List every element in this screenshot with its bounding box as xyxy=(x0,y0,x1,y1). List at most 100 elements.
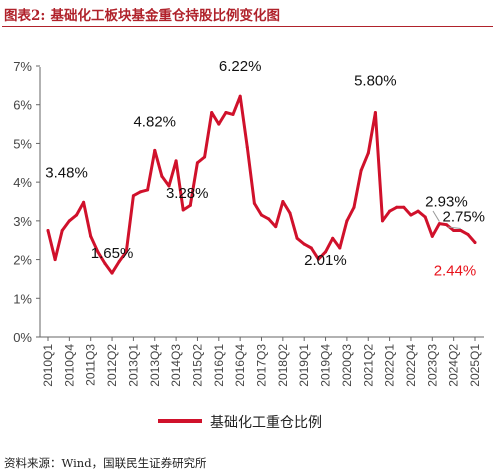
data-point xyxy=(366,151,370,155)
data-point xyxy=(445,223,449,227)
data-point xyxy=(82,200,86,204)
x-tick-label: 2013Q4 xyxy=(148,344,162,387)
data-point xyxy=(103,261,107,265)
data-point xyxy=(160,174,164,178)
y-tick-label: 0% xyxy=(13,330,32,345)
data-point xyxy=(466,232,470,236)
x-tick-label: 2016Q1 xyxy=(212,344,226,387)
x-tick-label: 2025Q1 xyxy=(468,344,482,387)
x-tick-label: 2010Q4 xyxy=(62,344,76,387)
data-point xyxy=(60,229,64,233)
data-point xyxy=(74,213,78,217)
data-point xyxy=(288,211,292,215)
y-tick-label: 2% xyxy=(13,253,32,268)
x-tick-label: 2017Q3 xyxy=(255,344,269,387)
data-point xyxy=(89,234,93,238)
data-label: 2.44% xyxy=(434,263,477,280)
data-point xyxy=(224,110,228,114)
x-tick-label: 2020Q3 xyxy=(340,344,354,387)
data-label: 4.82% xyxy=(133,113,176,130)
x-tick-label: 2014Q3 xyxy=(169,344,183,387)
data-point xyxy=(388,209,392,213)
x-tick-label: 2023Q3 xyxy=(425,344,439,387)
x-tick-label: 2024Q2 xyxy=(447,344,461,387)
data-point xyxy=(131,194,135,198)
data-point xyxy=(181,208,185,212)
leader-line xyxy=(432,210,440,222)
data-point xyxy=(402,205,406,209)
data-label: 5.80% xyxy=(354,72,397,89)
data-point xyxy=(473,241,477,245)
x-tick-label: 2010Q1 xyxy=(41,344,55,387)
data-point xyxy=(459,229,463,233)
data-point xyxy=(139,190,143,194)
data-point xyxy=(96,250,100,254)
x-tick-label: 2022Q4 xyxy=(404,344,418,387)
data-point xyxy=(452,229,456,233)
data-point xyxy=(338,246,342,250)
x-tick-label: 2013Q1 xyxy=(126,344,140,387)
x-tick-label: 2019Q1 xyxy=(297,344,311,387)
data-label: 2.01% xyxy=(304,252,347,269)
x-tick-label: 2016Q4 xyxy=(233,344,247,387)
data-label: 3.28% xyxy=(166,185,209,202)
figure-title: 基础化工板块基金重仓持股比例变化图 xyxy=(50,8,280,24)
figure-header: 图表2: 基础化工板块基金重仓持股比例变化图 xyxy=(4,4,491,26)
y-tick-label: 1% xyxy=(13,291,32,306)
source-note: 资料来源：Wind，国联民生证券研究所 xyxy=(4,456,207,470)
data-point xyxy=(124,250,128,254)
data-label: 1.65% xyxy=(91,245,134,262)
y-tick-label: 3% xyxy=(13,214,32,229)
figure-label: 图表2: xyxy=(4,8,46,24)
data-point xyxy=(188,203,192,207)
data-point xyxy=(437,222,441,226)
y-tick-label: 5% xyxy=(13,136,32,151)
data-point xyxy=(295,236,299,240)
data-point xyxy=(260,213,263,217)
x-tick-label: 2015Q2 xyxy=(190,344,204,387)
data-point xyxy=(110,271,114,275)
x-tick-label: 2018Q2 xyxy=(276,344,290,387)
data-point xyxy=(203,155,207,159)
data-point xyxy=(373,110,377,114)
data-point xyxy=(281,200,285,203)
data-point xyxy=(423,215,427,219)
data-label: 2.93% xyxy=(425,194,468,211)
data-label: 3.48% xyxy=(45,164,88,181)
data-point xyxy=(345,219,349,223)
data-point xyxy=(53,258,57,262)
x-tick-label: 2011Q3 xyxy=(84,344,98,386)
data-point xyxy=(267,217,271,221)
data-point xyxy=(146,188,150,192)
x-tick-label: 2021Q2 xyxy=(361,344,375,387)
data-point xyxy=(231,112,235,116)
data-point xyxy=(217,122,221,126)
data-point xyxy=(210,110,214,114)
data-point xyxy=(316,257,320,261)
data-point xyxy=(359,169,363,173)
data-point xyxy=(46,229,50,233)
data-point xyxy=(195,161,199,165)
data-point xyxy=(409,213,413,217)
x-tick-label: 2022Q1 xyxy=(383,344,397,387)
data-point xyxy=(395,205,399,209)
data-label: 2.75% xyxy=(442,209,485,226)
data-point xyxy=(430,234,434,238)
y-tick-label: 7% xyxy=(13,59,32,74)
data-point xyxy=(331,236,335,240)
x-tick-label: 2012Q2 xyxy=(105,344,119,387)
data-point xyxy=(380,219,384,223)
legend-label: 基础化工重仓比例 xyxy=(210,414,322,431)
data-point xyxy=(153,148,157,152)
data-point xyxy=(238,94,242,98)
leader-line xyxy=(447,226,461,230)
data-point xyxy=(167,184,171,188)
data-point xyxy=(245,145,249,149)
x-tick-label: 2019Q4 xyxy=(319,344,333,387)
header-rule xyxy=(2,26,493,27)
data-point xyxy=(117,260,121,264)
data-point xyxy=(416,209,420,213)
data-point xyxy=(352,205,356,209)
data-point xyxy=(67,219,71,223)
